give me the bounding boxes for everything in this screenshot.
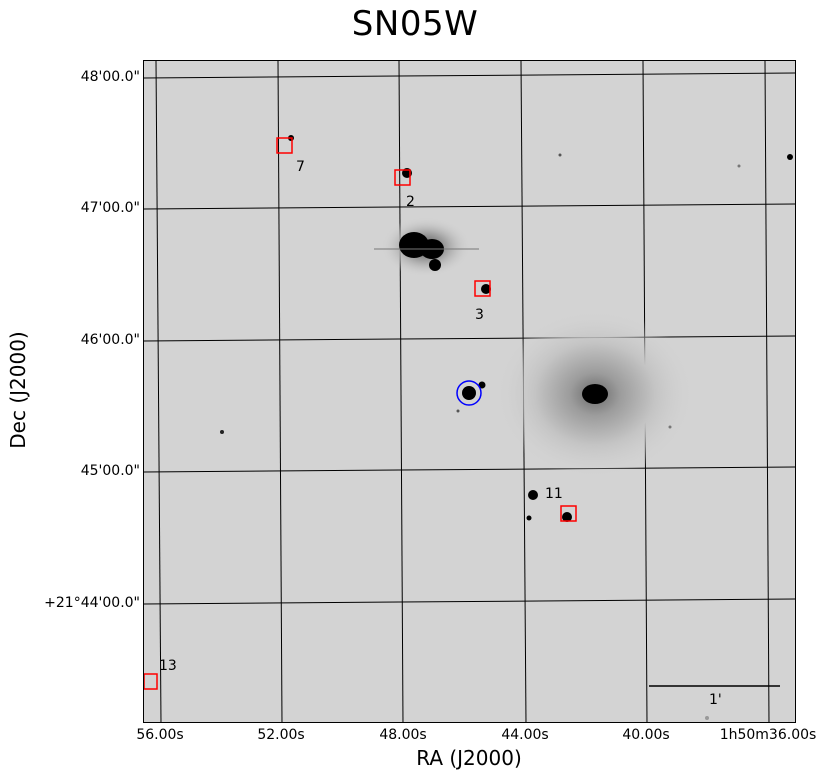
star	[787, 154, 793, 160]
star	[705, 716, 709, 720]
star	[528, 490, 538, 500]
x-tick-label: 48.00s	[379, 727, 427, 743]
star	[526, 515, 532, 521]
star	[562, 512, 572, 522]
figure-title: SN05W	[351, 4, 479, 44]
star	[558, 153, 562, 157]
source-label-3: 3	[475, 307, 484, 323]
scale-bar-label: 1'	[709, 692, 722, 708]
x-axis-label: RA (J2000)	[416, 746, 522, 770]
y-tick-label: +21°44'00.0"	[44, 595, 140, 611]
source-label-2: 2	[406, 194, 415, 210]
source-label-7: 7	[296, 159, 305, 175]
star	[478, 381, 486, 389]
source-label-13: 13	[159, 658, 177, 674]
target-circle	[456, 380, 482, 406]
star	[220, 430, 224, 434]
y-tick-label: 45'00.0"	[80, 463, 140, 479]
reference-box-7	[276, 137, 293, 154]
x-tick-label: 40.00s	[622, 727, 670, 743]
supernova-host-star	[462, 386, 476, 400]
x-tick-label: 52.00s	[257, 727, 305, 743]
x-tick-label: 56.00s	[136, 727, 184, 743]
x-tick-label: 44.00s	[501, 727, 549, 743]
y-tick-label: 46'00.0"	[80, 332, 140, 348]
reference-box-13	[144, 673, 158, 690]
star	[429, 259, 441, 271]
star	[456, 409, 460, 413]
star	[481, 284, 491, 294]
host-galaxy-core	[582, 384, 608, 404]
reference-box-2	[394, 169, 411, 186]
reference-box-11	[560, 505, 577, 522]
y-tick-label: 47'00.0"	[80, 200, 140, 216]
star	[668, 425, 672, 429]
y-tick-label: 48'00.0"	[80, 69, 140, 85]
source-label-11: 11	[545, 486, 563, 502]
sky-image-frame: 7 2 3 11 13 1'	[143, 60, 796, 723]
y-axis-label: Dec (J2000)	[6, 331, 30, 449]
reference-markers	[144, 137, 577, 690]
star	[737, 164, 741, 168]
reference-box-3	[474, 280, 491, 297]
sky-image: 7 2 3 11 13 1'	[144, 61, 795, 722]
x-tick-label: 1h50m36.00s	[719, 727, 817, 743]
